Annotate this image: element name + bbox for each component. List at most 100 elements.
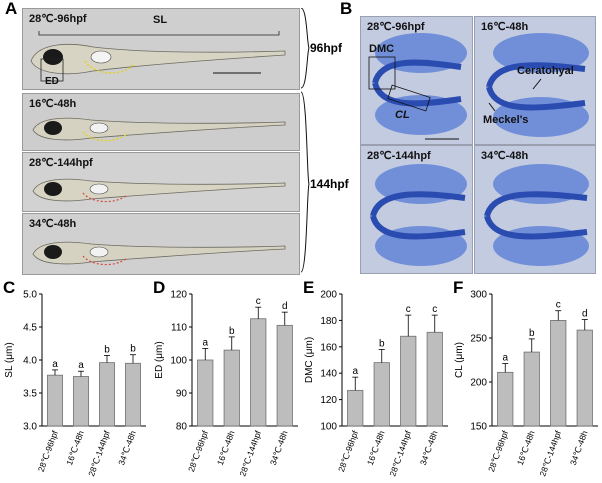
cartilage-drawing — [361, 146, 472, 273]
cartilage-image-3: 28℃-144hpf — [360, 145, 473, 274]
significance-letter: d — [282, 301, 288, 312]
y-axis-label: SL (μm) — [4, 342, 15, 377]
chart-letter: C — [3, 278, 15, 297]
y-tick-label: 110 — [171, 323, 187, 334]
x-tick-label: 28℃-144hpf — [237, 429, 263, 478]
fish-drawing — [23, 214, 299, 274]
photo-label-1: 28℃-96hpf — [29, 13, 87, 25]
cartilage-label-4: 34℃-48h — [481, 150, 529, 162]
x-tick-label: 34℃-48h — [418, 429, 440, 467]
group-144hpf-label: 144hpf — [310, 177, 349, 191]
significance-letter: a — [78, 360, 84, 371]
meckels-label: Meckel's — [483, 114, 529, 126]
bar — [223, 349, 240, 427]
sl-label: SL — [153, 14, 168, 26]
significance-letter: d — [582, 309, 588, 320]
significance-letter: b — [104, 344, 110, 355]
y-axis-label: ED (μm) — [154, 341, 165, 378]
fish-photo-3: 28℃-144hpf — [22, 152, 300, 212]
bar — [125, 362, 141, 427]
panel-a-letter: A — [5, 0, 18, 18]
bar — [550, 320, 567, 427]
fish-photo-4: 34℃-48h — [22, 213, 300, 275]
significance-letter: b — [379, 338, 385, 349]
y-tick-label: 4.5 — [23, 323, 37, 334]
cartilage-image-4: 34℃-48h — [474, 145, 596, 274]
y-tick-label: 160 — [320, 342, 337, 353]
chart-letter: D — [153, 278, 165, 297]
photo-label-4: 34℃-48h — [29, 218, 77, 230]
bar — [400, 335, 417, 427]
y-tick-label: 4.0 — [23, 356, 37, 367]
cartilage-image-1: 28℃-96hpf DMC CL — [360, 16, 473, 145]
significance-letter: b — [529, 328, 535, 339]
y-tick-label: 80 — [176, 422, 188, 433]
x-tick-label: 28℃-96hpf — [336, 429, 360, 474]
bar — [523, 351, 540, 427]
fish-drawing — [23, 94, 299, 150]
fish-photo-2: 16℃-48h — [22, 93, 300, 151]
x-tick-label: 28℃-96hpf — [486, 429, 510, 474]
y-tick-label: 3.5 — [23, 389, 37, 400]
significance-letter: c — [556, 300, 561, 311]
x-tick-label: 16℃-48h — [365, 429, 387, 467]
significance-letter: c — [432, 304, 437, 315]
cartilage-label-3: 28℃-144hpf — [367, 150, 431, 162]
bar — [99, 362, 115, 427]
cartilage-label-1: 28℃-96hpf — [367, 21, 425, 33]
x-tick-label: 28℃-144hpf — [537, 429, 563, 478]
bar — [250, 318, 267, 427]
x-tick-label: 16℃-48h — [215, 429, 237, 467]
x-tick-label: 34℃-48h — [568, 429, 590, 467]
bar — [276, 324, 293, 427]
y-axis-label: DMC (μm) — [304, 337, 315, 383]
ed-label: ED — [45, 76, 59, 87]
significance-letter: b — [229, 326, 235, 337]
x-tick-label: 16℃-48h — [64, 429, 86, 467]
chart-letter: F — [453, 278, 463, 297]
y-tick-label: 5.0 — [23, 290, 37, 301]
bar — [497, 371, 514, 427]
significance-letter: c — [256, 296, 261, 307]
cartilage-drawing — [475, 146, 595, 273]
group-96hpf-label: 96hpf — [310, 41, 343, 55]
y-tick-label: 120 — [170, 290, 187, 301]
y-tick-label: 200 — [320, 290, 337, 301]
y-tick-label: 300 — [470, 290, 487, 301]
cartilage-image-2: 16℃-48h Ceratohyal Meckel's — [474, 16, 596, 145]
bar-charts: C 3.0 3.5 4.0 4.5 5.0 SL (μm) a 28℃-96hpf a 16℃-48… — [3, 278, 598, 478]
bar — [373, 362, 390, 427]
panel-b-letter: B — [340, 0, 353, 18]
y-tick-label: 150 — [470, 422, 487, 433]
y-axis-label: CL (μm) — [454, 342, 465, 378]
cartilage-label-2: 16℃-48h — [481, 21, 529, 33]
x-tick-label: 28℃-96hpf — [36, 429, 60, 474]
x-tick-label: 34℃-48h — [116, 429, 138, 467]
significance-letter: a — [52, 359, 58, 370]
y-tick-label: 140 — [320, 369, 337, 380]
x-tick-label: 28℃-96hpf — [186, 429, 210, 474]
bar — [576, 329, 593, 427]
cartilage-drawing — [361, 17, 472, 144]
y-tick-label: 120 — [320, 395, 337, 406]
chart-letter: E — [303, 278, 314, 297]
photo-label-3: 28℃-144hpf — [29, 157, 93, 169]
y-tick-label: 100 — [320, 422, 337, 433]
dmc-label: DMC — [369, 43, 395, 55]
x-tick-label: 16℃-48h — [515, 429, 537, 467]
fish-photo-1: 28℃-96hpf SL ED — [22, 8, 300, 90]
significance-letter: a — [502, 353, 508, 364]
fish-drawing — [23, 9, 299, 89]
bar — [347, 389, 364, 427]
bar — [73, 376, 89, 427]
y-tick-label: 200 — [470, 378, 487, 389]
cl-label: CL — [395, 109, 410, 121]
significance-letter: a — [352, 366, 358, 377]
group-brackets — [300, 8, 310, 273]
y-tick-label: 250 — [470, 334, 487, 345]
significance-letter: b — [130, 344, 136, 355]
significance-letter: a — [202, 337, 208, 348]
bar — [47, 374, 63, 427]
bar — [197, 359, 214, 427]
y-tick-label: 90 — [176, 389, 188, 400]
